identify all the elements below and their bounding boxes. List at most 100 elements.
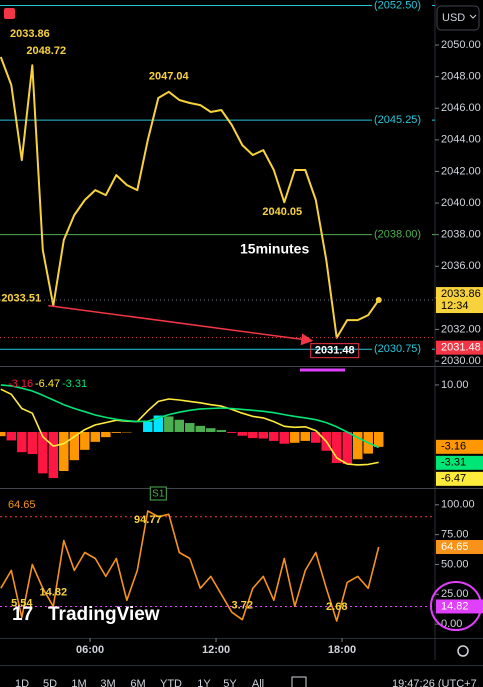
legend-value: -6.47 [35,378,60,390]
price-tag-label: 2031.48 [441,342,481,354]
histogram-bar [101,431,111,438]
macd-pane [0,384,384,479]
histogram-bar [27,431,38,455]
level-label-bg [372,113,432,128]
histogram-bar [143,421,153,432]
histogram-bar [111,431,122,433]
y-tick-label: 0.00 [441,618,462,630]
price-axes: 2030.002032.002034.002036.002038.002040.… [76,39,483,656]
histogram-bar [164,416,174,432]
legend-value: 64.65 [8,499,36,511]
chart-title: 15minutes [240,241,309,257]
histogram-bar [332,431,342,464]
signal-label: S1 [152,489,165,500]
y-tick-label: 100.00 [441,499,475,511]
y-tick-label: 2040.00 [441,197,481,209]
calendar-icon[interactable] [291,676,307,687]
data-line [0,56,380,339]
currency-label[interactable]: USD [442,12,465,24]
annotation: 2048.72 [26,45,66,57]
y-tick-label: 75.00 [441,529,469,541]
histogram-bar [48,431,59,479]
last-price-legend: 2033.86 [10,28,50,40]
histogram-bar [185,423,195,432]
level-label-bg [372,342,432,357]
range-button[interactable]: YTD [160,678,182,687]
level-label: (2038.00) [374,229,421,241]
annotation: 2031.48 [315,345,355,357]
range-button[interactable]: All [252,678,264,687]
x-tick-label: 12:00 [202,644,230,656]
price-tag [436,539,483,554]
level-label-bg [372,227,432,242]
dropdown-icon [469,14,477,19]
data-line [0,510,380,622]
histogram-bar [311,431,321,443]
range-button[interactable]: 3M [100,678,115,687]
range-button[interactable]: 1Y [197,678,211,687]
histogram-bar [269,431,279,441]
y-tick-label: 2030.00 [441,355,481,367]
indicator-line [0,384,380,449]
annotation-box [310,343,360,359]
histogram-bar [342,431,352,464]
histogram-bar [90,431,101,442]
y-tick-label: 2050.00 [441,39,481,51]
trend-arrow [48,304,314,346]
price-pane: (2052.50) (2045.25) (2038.00) (2030.75) 15mi… [0,0,435,359]
x-tick-label: 18:00 [328,644,356,656]
clock: 19:47:26 (UTC+7 [392,678,477,687]
y-tick-label: 2036.00 [441,260,481,272]
price-tag [436,455,483,470]
histogram-bar [195,425,206,432]
histogram-bar [216,430,227,432]
histogram-bar [80,431,90,450]
histogram-bar [300,431,310,441]
histogram-bar [237,431,247,436]
price-tag [436,599,483,614]
signal-box [149,486,167,501]
histogram-bar [290,431,300,443]
bottom-toolbar: 1D 5D 1M 3M 6M YTD 1Y 5Y All 19:47:26 (UTC+7 [15,678,477,687]
price-tag [436,471,483,486]
y-tick-label: 2032.00 [441,323,481,335]
range-button[interactable]: 1D [15,678,29,687]
price-tag-label: 14.82 [441,600,469,612]
indicator-line [0,388,379,466]
histogram-bar [17,431,27,453]
settings-icon[interactable] [457,645,469,657]
histogram-bar [6,431,17,441]
range-button[interactable]: 1M [71,678,86,687]
range-button[interactable]: 6M [130,678,145,687]
price-tag-label: -3.16 [441,441,466,453]
histogram-bar [69,431,80,461]
currency-button[interactable] [436,5,480,31]
annotation: 5.54 [11,597,33,609]
histogram-bar [38,431,48,474]
annotation: 2.68 [326,601,347,613]
symbol-icon [4,8,15,19]
histogram-bar [248,431,258,439]
y-tick-label: 2042.00 [441,165,481,177]
price-tag-label: -3.31 [441,457,466,469]
price-tag [436,340,483,355]
price-tag-label: -6.47 [441,473,466,485]
histogram-bar [227,431,237,433]
histogram-bar [353,431,363,460]
countdown-label: 12:34 [441,300,469,312]
price-tag [436,287,483,314]
y-tick-label: 2048.00 [441,71,481,83]
annotation: 94.77 [134,514,162,526]
annotation: 2033.51 [1,292,41,304]
annotation: 2047.04 [149,71,190,83]
histogram-bar [206,428,216,432]
range-button[interactable]: 5D [43,678,57,687]
legend-value: -3.16 [8,378,33,390]
brand-logo: 17 [12,604,33,625]
y-tick-label: 2046.00 [441,102,481,114]
price-tag-label: 2033.86 [441,288,481,300]
brand-name: TradingView [48,604,160,625]
histogram-bar [374,431,384,447]
price-tag-label: 64.65 [441,541,469,553]
range-button[interactable]: 5Y [223,678,237,687]
